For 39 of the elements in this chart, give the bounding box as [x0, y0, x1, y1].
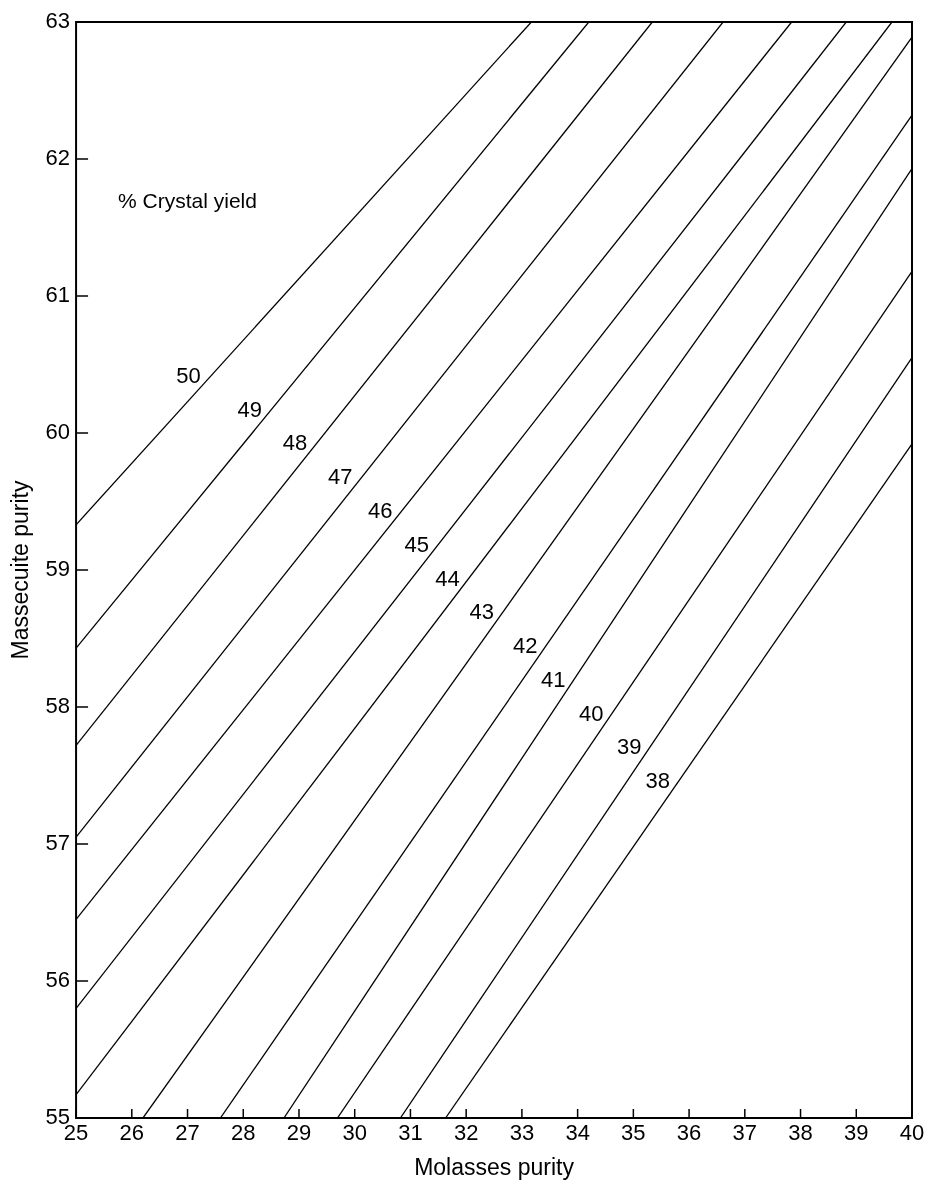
- series-label: 47: [328, 464, 353, 490]
- x-tick-label: 26: [119, 1120, 145, 1146]
- x-tick-label: 37: [732, 1120, 758, 1146]
- x-tick-label: 33: [509, 1120, 535, 1146]
- series-label: 46: [367, 497, 393, 523]
- y-axis-title: Massecuite purity: [7, 480, 34, 660]
- series-label: 40: [578, 700, 604, 726]
- x-tick-label: 28: [231, 1120, 256, 1146]
- y-tick-label: 63: [45, 8, 71, 34]
- x-axis-title: Molasses purity: [414, 1153, 575, 1180]
- y-tick-label: 61: [45, 282, 71, 308]
- y-tick-label: 56: [45, 967, 71, 993]
- x-tick-label: 36: [676, 1120, 702, 1146]
- series-label: 50: [176, 362, 201, 388]
- x-tick-label: 40: [899, 1120, 925, 1146]
- y-tick-label: 58: [45, 693, 71, 719]
- series-label: 43: [469, 599, 495, 625]
- x-tick-label: 32: [453, 1120, 479, 1146]
- y-tick-label: 60: [45, 419, 71, 445]
- series-label: 39: [616, 734, 642, 760]
- series-label: 42: [512, 633, 538, 659]
- x-tick-label: 38: [788, 1120, 813, 1146]
- x-tick-label: 34: [565, 1120, 590, 1146]
- series-label: 45: [404, 531, 429, 557]
- x-tick-label: 29: [286, 1120, 312, 1146]
- annotation: % Crystal yield: [118, 188, 257, 212]
- x-tick-label: 27: [175, 1120, 200, 1146]
- x-tick-label: 30: [342, 1120, 367, 1146]
- x-tick-label: 31: [398, 1120, 423, 1146]
- series-label: 38: [645, 768, 671, 794]
- series-label: 44: [435, 565, 460, 591]
- y-tick-label: 62: [45, 145, 71, 171]
- x-tick-label: 39: [844, 1120, 869, 1146]
- series-label: 48: [282, 430, 308, 456]
- series-label: 41: [541, 666, 566, 692]
- x-tick-label: 35: [621, 1120, 646, 1146]
- y-tick-label: 57: [45, 830, 71, 856]
- series-label: 49: [237, 396, 262, 422]
- y-tick-label: 59: [45, 556, 71, 582]
